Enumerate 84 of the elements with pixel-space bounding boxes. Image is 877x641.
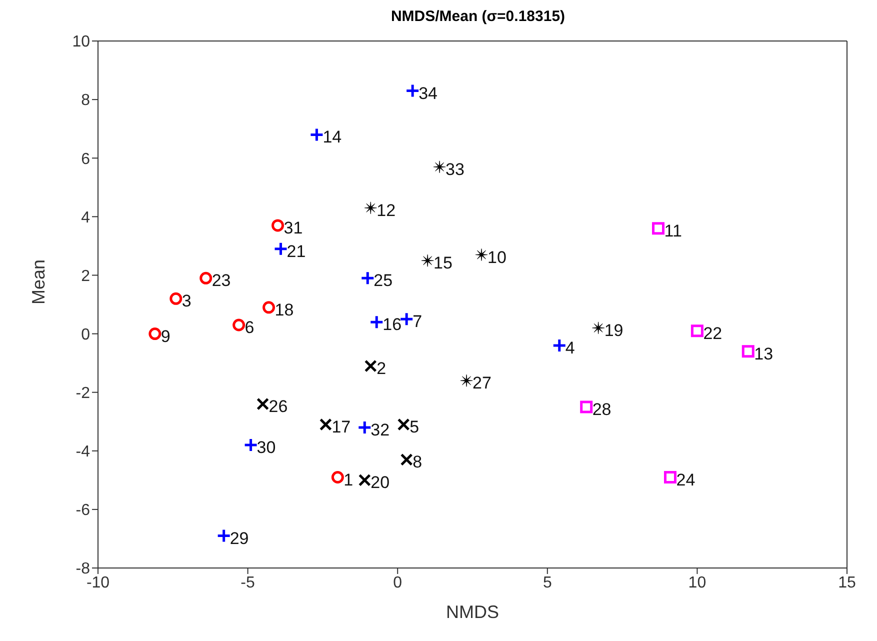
annotation: 13 — [754, 344, 774, 364]
point — [232, 318, 246, 332]
annotation: 22 — [703, 324, 722, 343]
annotation: 30 — [256, 438, 276, 458]
annotation: 34 — [418, 84, 438, 103]
point — [170, 292, 182, 305]
point — [652, 222, 664, 235]
annotation: 11 — [664, 221, 682, 240]
annotation: 10 — [487, 248, 506, 267]
annotation: 31 — [284, 218, 303, 238]
annotation: 18 — [274, 300, 294, 320]
annotation: 33 — [446, 160, 464, 179]
point — [309, 127, 324, 142]
y-tick-label: -6 — [76, 502, 90, 520]
point — [364, 360, 377, 372]
annotation: 17 — [332, 418, 351, 437]
point — [433, 160, 446, 174]
annotation: 15 — [434, 254, 452, 273]
point — [357, 420, 372, 435]
point — [664, 470, 676, 484]
point — [405, 84, 420, 98]
annotation: 20 — [370, 473, 390, 492]
point — [475, 248, 488, 261]
annotation: 3 — [182, 292, 192, 311]
point — [331, 470, 344, 484]
annotation: 6 — [244, 318, 254, 338]
point — [592, 322, 605, 334]
annotation: 5 — [410, 418, 420, 437]
annotation: 1 — [344, 470, 354, 490]
point — [244, 438, 258, 452]
annotation: 7 — [412, 312, 422, 332]
x-tick-label: 5 — [542, 574, 552, 592]
x-tick-label: 10 — [688, 574, 706, 592]
point — [274, 242, 288, 256]
annotation: 21 — [286, 242, 306, 261]
annotation: 29 — [230, 528, 249, 548]
annotation: 26 — [268, 397, 288, 416]
annotation: 8 — [412, 452, 422, 472]
annotation: 4 — [565, 338, 575, 358]
y-tick-label: 2 — [81, 268, 90, 285]
point — [397, 418, 410, 431]
annotation: 19 — [604, 320, 624, 340]
annotation: 12 — [376, 200, 396, 220]
chart-title: NMDS/Mean (σ=0.18315) — [390, 8, 566, 26]
y-tick-label: 10 — [72, 34, 90, 51]
point — [364, 202, 377, 214]
annotation: 23 — [212, 271, 231, 290]
point — [690, 324, 704, 338]
point — [262, 301, 276, 314]
y-tick-label: 8 — [81, 92, 90, 110]
annotation: 25 — [374, 271, 393, 290]
x-axis-title: NMDS — [446, 602, 499, 622]
y-tick-label: 4 — [81, 209, 90, 226]
point — [421, 254, 434, 267]
point — [460, 374, 473, 387]
x-tick-label: 15 — [838, 574, 856, 592]
point — [272, 219, 284, 232]
point — [360, 270, 375, 286]
point — [148, 328, 162, 340]
point — [552, 338, 567, 353]
y-axis-title: Mean — [28, 259, 48, 304]
point — [256, 398, 270, 410]
x-tick-label: -5 — [240, 574, 256, 592]
x-tick-label: 0 — [393, 574, 402, 592]
point — [580, 400, 593, 414]
y-tick-label: 0 — [81, 326, 90, 344]
annotation: 32 — [370, 420, 390, 440]
point — [200, 272, 212, 284]
annotation: 24 — [676, 470, 696, 490]
point — [319, 418, 332, 431]
annotation: 28 — [592, 400, 612, 420]
annotation: 14 — [322, 128, 342, 147]
annotation: 16 — [382, 315, 402, 334]
y-tick-label: -4 — [76, 444, 90, 461]
y-tick-label: 6 — [81, 150, 90, 168]
point — [216, 528, 232, 544]
y-tick-label: -2 — [76, 385, 90, 402]
annotation: 9 — [160, 326, 170, 346]
point — [742, 345, 754, 358]
point — [358, 474, 371, 486]
annotation: 2 — [376, 359, 386, 378]
annotation: 27 — [472, 374, 492, 393]
point — [369, 314, 384, 330]
point — [400, 453, 413, 466]
